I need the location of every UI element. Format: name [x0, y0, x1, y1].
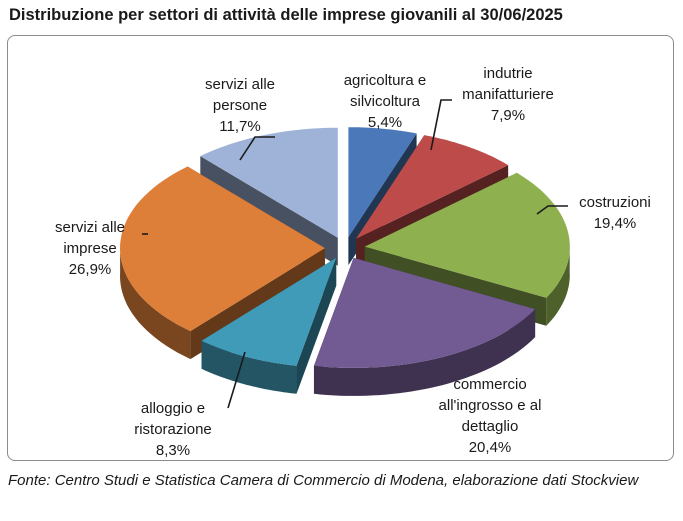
- slice-top: [364, 172, 570, 298]
- slice-top: [200, 127, 338, 238]
- leader-line: [227, 351, 246, 409]
- slice-label: servizi alle persone 11,7%: [204, 76, 276, 135]
- slice-top: [348, 127, 417, 238]
- slice-side: [120, 244, 191, 360]
- pie-slice: [313, 257, 536, 396]
- slice-label: commercio all'ingrosso e al dettaglio 20…: [438, 376, 542, 456]
- slice-top: [201, 257, 337, 366]
- chart-title: Distribuzione per settori di attività de…: [9, 6, 563, 24]
- slice-side: [546, 242, 570, 326]
- slice-top: [356, 135, 509, 239]
- slice-top: [120, 166, 325, 332]
- leader-line: [239, 136, 275, 161]
- source-note: Fonte: Centro Studi e Statistica Camera …: [8, 472, 639, 489]
- slice-label: agricoltura e silvicoltura 5,4%: [343, 72, 427, 131]
- leader-line: [430, 99, 452, 151]
- slice-label: indutrie manifatturiere 7,9%: [462, 65, 554, 124]
- pie-slice: [201, 257, 337, 394]
- slice-label: servizi alle imprese 26,9%: [54, 219, 126, 278]
- slice-label: costruzioni 19,4%: [579, 194, 651, 232]
- slice-label: alloggio e ristorazione 8,3%: [134, 400, 212, 459]
- leader-line: [536, 205, 568, 215]
- slice-side: [314, 309, 536, 396]
- slice-side: [201, 340, 297, 394]
- slice-top: [314, 257, 536, 368]
